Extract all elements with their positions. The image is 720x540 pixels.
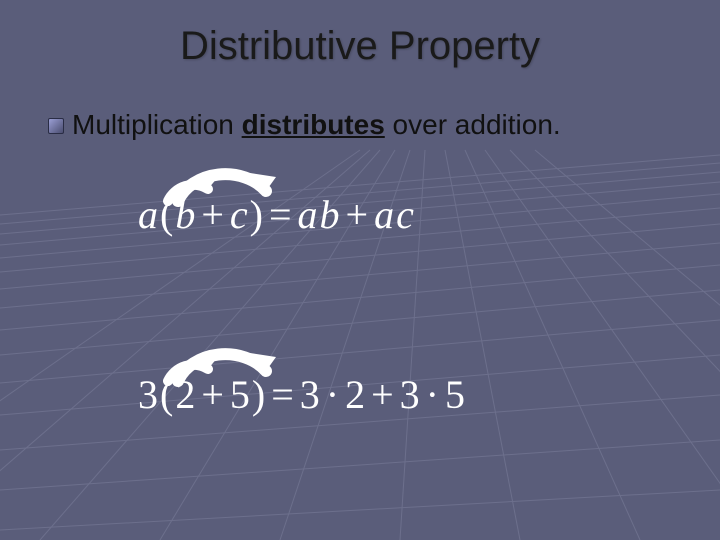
slide-title: Distributive Property — [48, 24, 672, 69]
eq1-plus2: + — [342, 191, 373, 238]
bullet-icon — [48, 118, 62, 132]
eq1-ac-a: a — [374, 191, 394, 238]
eq2-plus2: + — [367, 371, 398, 418]
distribution-arrows-2 — [148, 321, 328, 391]
bullet-text-after: over addition. — [385, 109, 561, 140]
eq2-r1b: 2 — [345, 371, 365, 418]
eq2-r2a: 3 — [400, 371, 420, 418]
eq2-dot2: · — [422, 371, 443, 418]
eq1-ac-c: c — [396, 191, 414, 238]
bullet-emphasis: distributes — [242, 109, 385, 140]
eq2-r2b: 5 — [445, 371, 465, 418]
equation-block-1: a ( b + c ) = a b + a c — [138, 191, 672, 321]
equation-block-2: 3 ( 2 + 5 ) = 3 · 2 + 3 · 5 — [138, 371, 672, 501]
bullet-text-before: Multiplication — [72, 109, 242, 140]
bullet-line: Multiplication distributes over addition… — [48, 109, 672, 141]
distribution-arrows-1 — [148, 141, 328, 211]
